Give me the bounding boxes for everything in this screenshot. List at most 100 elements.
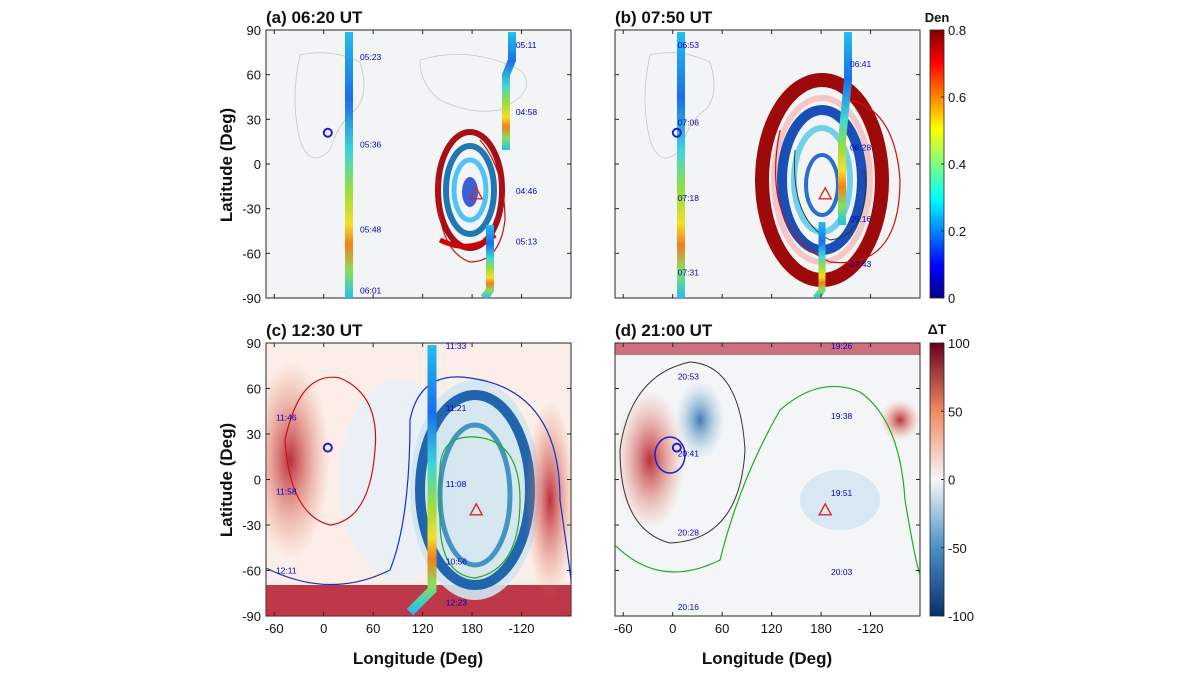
panel-b-title: (b) 07:50 UT bbox=[615, 8, 713, 27]
panel-c-xtick-label: 0 bbox=[320, 621, 327, 636]
panel-b-station-circle bbox=[671, 127, 682, 138]
panel-c-ytick-label: 30 bbox=[247, 427, 261, 442]
panel-a-coastline bbox=[294, 52, 365, 159]
xlabel-right: Longitude (Deg) bbox=[702, 649, 832, 668]
panel-c-east-warm-region bbox=[525, 400, 571, 600]
panel-d-xtick-label: 0 bbox=[669, 621, 676, 636]
panel-d-xtick-label: 120 bbox=[761, 621, 783, 636]
panel-a-ytick-label: 30 bbox=[247, 112, 261, 127]
panel-c-track-time-label: 10:56 bbox=[446, 556, 468, 566]
panel-b-track-time-label: 07:18 bbox=[678, 193, 700, 203]
panel-d bbox=[614, 342, 921, 617]
panel-b-contour-black bbox=[794, 149, 866, 241]
panel-b-source-triangle bbox=[818, 186, 833, 200]
panel-c-track-time-label: 12:11 bbox=[276, 566, 297, 576]
panel-b-track-time-label: 06:41 bbox=[850, 59, 872, 69]
panel-a-track-time-label: 05:48 bbox=[360, 225, 382, 235]
colorbar-dt-label: ΔT bbox=[928, 321, 947, 337]
panel-d-station-circle bbox=[671, 442, 682, 453]
panel-a-ytick-label: -90 bbox=[242, 291, 261, 306]
dynamic-marks: (a) 06:20 UT9060300-30-60-9005:2305:3605… bbox=[242, 8, 974, 636]
ylabel-bottom: Latitude (Deg) bbox=[217, 423, 236, 537]
panel-d-track-time-label: 20:53 bbox=[678, 371, 700, 381]
panel-a-station-circle bbox=[322, 127, 333, 138]
panel-a-ytick-label: -30 bbox=[242, 202, 261, 217]
panel-c-xtick-label: -120 bbox=[509, 621, 535, 636]
ylabel-top: Latitude (Deg) bbox=[217, 108, 236, 222]
panel-d-xtick-label: -120 bbox=[858, 621, 884, 636]
panel-b-track-time-label: 06:53 bbox=[678, 40, 700, 50]
panel-c-ytick-label: -90 bbox=[242, 609, 261, 624]
panel-c-ytick-label: 0 bbox=[254, 473, 261, 488]
panel-a-track-time-label: 05:36 bbox=[360, 140, 382, 150]
panel-c-track-time-label: 11:08 bbox=[446, 479, 467, 489]
colorbar-dt-tick-label: -100 bbox=[948, 609, 974, 624]
panel-c-content bbox=[266, 345, 571, 616]
panel-b-track-time-label: 07:06 bbox=[678, 117, 700, 127]
panel-a-ytick-label: 0 bbox=[254, 157, 261, 172]
panel-a bbox=[265, 29, 572, 299]
panel-d-warm-patch bbox=[880, 400, 920, 440]
panel-b-track-time-label: 07:31 bbox=[678, 268, 700, 278]
panel-c-xtick-label: 60 bbox=[366, 621, 380, 636]
colorbar-dt-tick-label: 0 bbox=[948, 473, 955, 488]
panel-d-contour-small bbox=[654, 436, 686, 474]
panel-d-xtick-label: 180 bbox=[810, 621, 832, 636]
colorbar-dt-tick-label: 50 bbox=[948, 404, 962, 419]
panel-b-contour bbox=[774, 99, 901, 264]
panel-c-track-time-label: 11:46 bbox=[276, 412, 297, 422]
panel-c-ytick-label: 60 bbox=[247, 382, 261, 397]
panel-c-xtick-label: -60 bbox=[265, 621, 284, 636]
colorbar-den-tick-label: 0 bbox=[948, 291, 955, 306]
panel-c-warm-region bbox=[266, 360, 330, 560]
panel-d-track-time-label: 19:26 bbox=[831, 341, 853, 351]
panel-a-plot-area bbox=[265, 29, 572, 299]
colorbar-dt-tick-label: -50 bbox=[948, 541, 967, 556]
panel-a-track-2b bbox=[480, 225, 494, 298]
panel-d-track-time-label: 20:16 bbox=[678, 602, 700, 612]
panel-b-track-time-label: 06:28 bbox=[850, 143, 872, 153]
panel-b-content bbox=[644, 32, 901, 298]
panel-c-contour-red bbox=[284, 376, 377, 526]
panel-a-content bbox=[294, 32, 527, 298]
panel-d-track-time-label: 20:28 bbox=[678, 528, 700, 538]
panel-a-ytick-label: 60 bbox=[247, 68, 261, 83]
panel-c-xtick-label: 180 bbox=[461, 621, 483, 636]
xlabel-left: Longitude (Deg) bbox=[353, 649, 483, 668]
panel-d-xtick-label: -60 bbox=[614, 621, 633, 636]
colorbar-dt: ΔT bbox=[928, 321, 947, 617]
colorbar-dt-tick-label: 100 bbox=[948, 336, 970, 351]
panel-c-title: (c) 12:30 UT bbox=[266, 321, 363, 340]
panel-a-source-triangle bbox=[469, 186, 484, 200]
panel-a-track-time-label: 04:58 bbox=[516, 107, 538, 117]
panel-c-track-time-label: 11:21 bbox=[446, 403, 467, 413]
panel-d-title: (d) 21:00 UT bbox=[615, 321, 713, 340]
panel-a-track-time-label: 06:01 bbox=[360, 286, 382, 296]
panel-c-xtick-label: 120 bbox=[412, 621, 434, 636]
panel-c-track-time-label: 11:58 bbox=[276, 487, 297, 497]
panel-a-ytick-label: -60 bbox=[242, 246, 261, 261]
panel-a-track-time-label: 05:13 bbox=[516, 236, 538, 246]
panel-d-north-band bbox=[615, 343, 920, 355]
panel-d-contour-green bbox=[615, 385, 920, 576]
panel-a-ytick-label: 90 bbox=[247, 23, 261, 38]
panel-a-title: (a) 06:20 UT bbox=[266, 8, 363, 27]
panel-c-ytick-label: -60 bbox=[242, 564, 261, 579]
colorbar-den-tick-label: 0.2 bbox=[948, 224, 966, 239]
colorbar-den-tick-label: 0.8 bbox=[948, 23, 966, 38]
panel-c-track-2 bbox=[406, 345, 437, 616]
panel-d-track-time-label: 19:51 bbox=[831, 488, 853, 498]
panel-a-track-time-label: 05:11 bbox=[516, 40, 537, 50]
colorbar-den-tick-label: 0.6 bbox=[948, 90, 966, 105]
panel-b-track-2a bbox=[838, 32, 852, 225]
panel-d-xtick-label: 60 bbox=[715, 621, 729, 636]
panel-d-track-time-label: 19:38 bbox=[831, 411, 853, 421]
panel-a-track-time-label: 04:46 bbox=[516, 186, 538, 196]
panel-b-track-time-label: 05:16 bbox=[850, 214, 872, 224]
colorbar-den: Den bbox=[925, 10, 949, 299]
panel-c-ytick-label: 90 bbox=[247, 336, 261, 351]
panel-c-contour-blue bbox=[266, 376, 571, 586]
panel-d-track-time-label: 20:41 bbox=[678, 449, 700, 459]
